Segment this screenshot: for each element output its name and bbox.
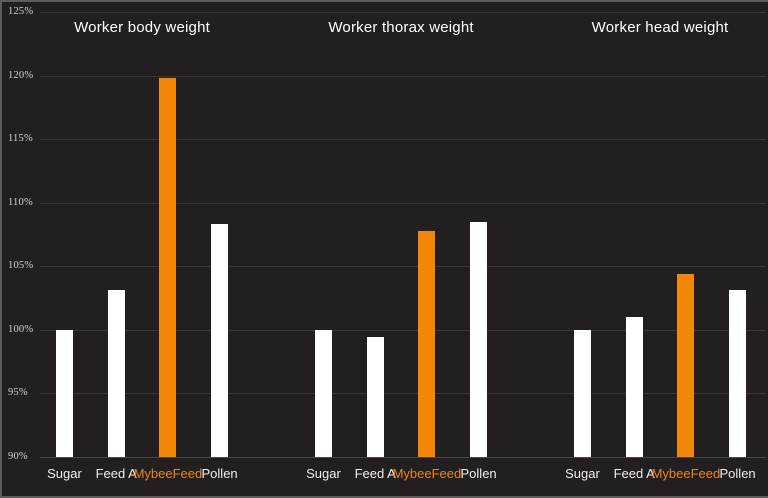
gridline	[40, 75, 766, 77]
category-label-pollen: Pollen	[460, 466, 497, 481]
gridline	[40, 139, 766, 141]
y-axis-tick-label: 90%	[8, 451, 28, 462]
gridline	[40, 329, 766, 331]
bar-sugar	[56, 329, 73, 457]
gridline	[40, 457, 766, 458]
category-label-sugar: Sugar	[565, 466, 600, 481]
y-axis-tick-label: 110%	[8, 196, 33, 208]
bar-sugar	[574, 329, 591, 457]
bar-pollen	[470, 221, 488, 457]
y-axis-tick-label: 115%	[8, 133, 33, 145]
category-label-pollen: Pollen	[719, 466, 756, 481]
bar-mybeefeed	[677, 273, 695, 457]
bar-sugar	[315, 329, 332, 457]
panel-title: Worker body weight	[74, 19, 210, 36]
panel-title: Worker thorax weight	[328, 19, 474, 36]
y-axis-tick-label: 120%	[8, 69, 34, 81]
category-label-sugar: Sugar	[47, 466, 82, 481]
y-axis-tick-label: 95%	[8, 387, 28, 399]
gridline	[40, 12, 766, 13]
bar-feed-a	[366, 337, 384, 457]
category-label-feed-a: Feed A	[354, 466, 396, 481]
gridline	[40, 266, 766, 268]
gridline	[40, 393, 766, 395]
category-label-feed-a: Feed A	[613, 466, 655, 481]
bar-feed-a	[107, 290, 125, 457]
gridline	[40, 202, 766, 204]
panel-title: Worker head weight	[591, 19, 729, 36]
y-axis-tick-label: 100%	[8, 323, 34, 335]
category-label-mybeefeed: MybeeFeed	[133, 466, 203, 481]
category-label-sugar: Sugar	[306, 466, 341, 481]
y-axis-tick-label: 105%	[8, 260, 34, 272]
category-label-mybeefeed: MybeeFeed	[392, 466, 462, 481]
bar-feed-a	[625, 317, 643, 457]
bar-mybeefeed	[418, 230, 436, 457]
bar-pollen	[729, 290, 747, 457]
y-axis-tick-label: 125%	[8, 6, 34, 17]
bar-pollen	[211, 224, 229, 457]
bar-mybeefeed	[159, 78, 177, 457]
category-label-pollen: Pollen	[201, 466, 238, 481]
category-label-mybeefeed: MybeeFeed	[651, 466, 721, 481]
category-label-feed-a: Feed A	[95, 466, 137, 481]
